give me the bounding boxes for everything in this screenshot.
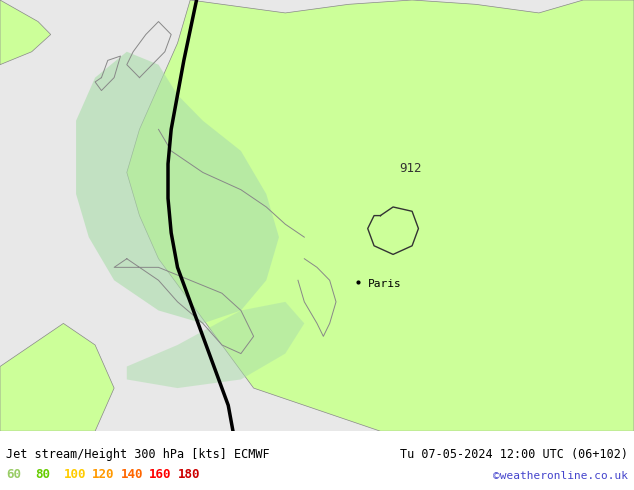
- Polygon shape: [76, 52, 279, 323]
- Text: Jet stream/Height 300 hPa [kts] ECMWF: Jet stream/Height 300 hPa [kts] ECMWF: [6, 448, 270, 461]
- Text: 80: 80: [35, 468, 50, 481]
- Text: 912: 912: [399, 163, 422, 175]
- Text: 100: 100: [63, 468, 86, 481]
- Text: Tu 07-05-2024 12:00 UTC (06+102): Tu 07-05-2024 12:00 UTC (06+102): [399, 448, 628, 461]
- Polygon shape: [127, 302, 304, 388]
- Polygon shape: [0, 323, 114, 431]
- Polygon shape: [0, 0, 51, 65]
- Text: 60: 60: [6, 468, 22, 481]
- Text: 180: 180: [178, 468, 200, 481]
- Text: 160: 160: [149, 468, 171, 481]
- Text: Paris: Paris: [368, 279, 401, 289]
- Polygon shape: [127, 0, 634, 431]
- Text: 140: 140: [120, 468, 143, 481]
- Text: 120: 120: [92, 468, 114, 481]
- Text: ©weatheronline.co.uk: ©weatheronline.co.uk: [493, 471, 628, 481]
